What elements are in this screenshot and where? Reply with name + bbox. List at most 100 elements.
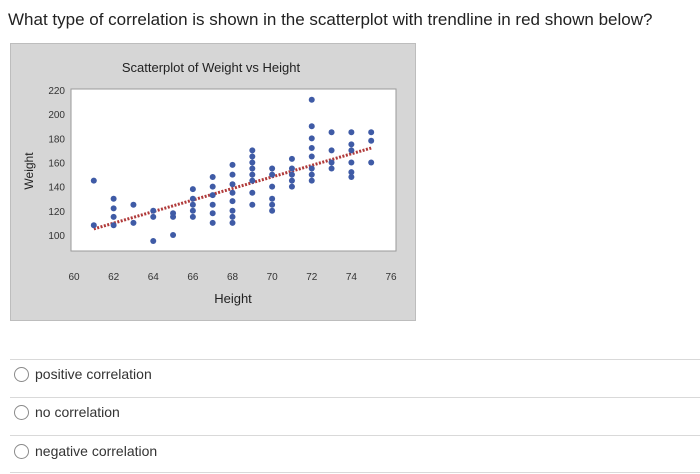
y-tick-label: 120 xyxy=(48,207,65,218)
data-point xyxy=(249,159,256,166)
data-point xyxy=(308,171,315,178)
data-point xyxy=(249,165,256,172)
choice-positive[interactable]: positive correlation xyxy=(14,366,152,382)
data-point xyxy=(189,195,196,202)
data-point xyxy=(229,198,236,205)
data-point xyxy=(269,183,276,190)
divider xyxy=(10,472,700,473)
data-point xyxy=(288,165,295,172)
data-point xyxy=(269,165,276,172)
data-point xyxy=(110,195,117,202)
data-point xyxy=(308,135,315,142)
y-tick-label: 220 xyxy=(48,86,65,97)
data-point xyxy=(328,165,335,172)
data-point xyxy=(229,189,236,196)
choice-negative[interactable]: negative correlation xyxy=(14,443,157,459)
data-point xyxy=(288,183,295,190)
data-point xyxy=(229,219,236,226)
y-tick-label: 160 xyxy=(48,159,65,170)
data-point xyxy=(308,165,315,172)
divider xyxy=(10,397,700,398)
data-point xyxy=(348,129,355,136)
scatterplot-chart: Scatterplot of Weight vs Height Height W… xyxy=(22,60,397,306)
x-tick-label: 76 xyxy=(385,272,397,283)
data-point xyxy=(288,171,295,178)
data-point xyxy=(90,222,97,229)
data-point xyxy=(269,195,276,202)
data-point xyxy=(308,145,315,152)
data-point xyxy=(229,207,236,214)
radio-button[interactable] xyxy=(14,443,29,459)
data-point xyxy=(229,171,236,178)
choice-label: no correlation xyxy=(35,404,120,420)
data-point xyxy=(170,231,177,238)
data-point xyxy=(249,189,256,196)
data-point xyxy=(110,213,117,220)
data-point xyxy=(269,207,276,214)
data-point xyxy=(368,159,375,166)
data-point xyxy=(170,210,177,217)
data-point xyxy=(189,201,196,208)
data-point xyxy=(308,177,315,184)
data-point xyxy=(189,213,196,220)
trendline xyxy=(93,146,372,231)
divider xyxy=(10,435,700,436)
data-point xyxy=(288,155,295,162)
x-tick-label: 60 xyxy=(68,272,80,283)
data-point xyxy=(308,123,315,130)
data-point xyxy=(189,186,196,193)
x-tick-label: 68 xyxy=(227,272,239,283)
data-point xyxy=(249,201,256,208)
data-point xyxy=(328,129,335,136)
data-point xyxy=(348,159,355,166)
radio-button[interactable] xyxy=(14,366,29,382)
data-point xyxy=(328,147,335,154)
y-axis-label: Weight xyxy=(22,152,36,190)
x-axis-label: Height xyxy=(214,291,252,306)
data-point xyxy=(308,96,315,103)
data-point xyxy=(130,201,137,208)
data-point xyxy=(189,207,196,214)
data-point xyxy=(249,147,256,154)
x-tick-label: 66 xyxy=(187,272,199,283)
data-point xyxy=(110,222,117,229)
y-tick-label: 200 xyxy=(48,110,65,121)
x-tick-label: 72 xyxy=(306,272,318,283)
choice-none[interactable]: no correlation xyxy=(14,404,120,420)
data-point xyxy=(249,153,256,160)
x-tick-label: 70 xyxy=(267,272,279,283)
divider xyxy=(10,359,700,360)
data-point xyxy=(209,210,216,217)
data-point xyxy=(249,171,256,178)
data-point xyxy=(110,205,117,212)
data-point xyxy=(209,173,216,180)
radio-button[interactable] xyxy=(14,404,29,420)
data-point xyxy=(209,201,216,208)
data-point xyxy=(269,201,276,208)
data-point xyxy=(348,147,355,154)
data-point xyxy=(368,137,375,144)
y-tick-label: 140 xyxy=(48,183,65,194)
data-point xyxy=(150,213,157,220)
data-point xyxy=(348,141,355,148)
data-point xyxy=(209,192,216,199)
data-point xyxy=(368,129,375,136)
choice-label: positive correlation xyxy=(35,366,152,382)
scatterplot-figure: Scatterplot of Weight vs Height Height W… xyxy=(10,43,416,321)
data-point xyxy=(209,183,216,190)
data-point xyxy=(328,159,335,166)
data-point xyxy=(229,161,236,168)
choice-label: negative correlation xyxy=(35,443,158,459)
data-point xyxy=(288,177,295,184)
data-point xyxy=(249,177,256,184)
data-point xyxy=(269,171,276,178)
data-point xyxy=(229,181,236,188)
x-tick-label: 74 xyxy=(346,272,358,283)
x-tick-label: 62 xyxy=(108,272,120,283)
data-point xyxy=(90,177,97,184)
plot-area xyxy=(70,88,397,252)
y-tick-label: 100 xyxy=(48,231,65,242)
data-point xyxy=(150,238,157,244)
x-tick-label: 64 xyxy=(148,272,160,283)
y-tick-label: 180 xyxy=(48,134,65,145)
